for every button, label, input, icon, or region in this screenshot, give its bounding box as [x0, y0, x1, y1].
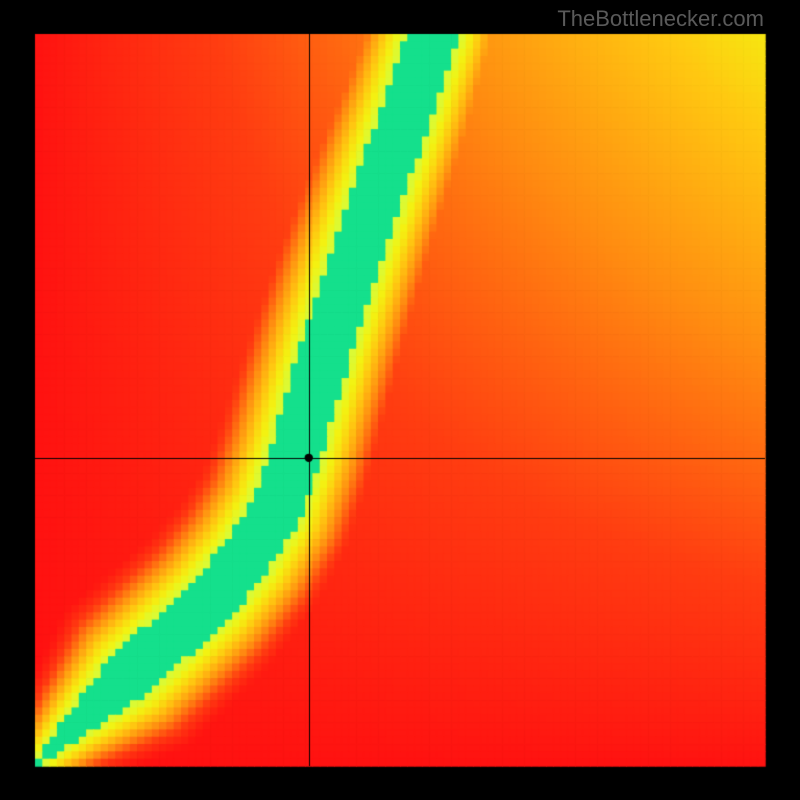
heatmap-canvas [0, 0, 800, 800]
watermark-text: TheBottlenecker.com [557, 6, 764, 32]
chart-container: TheBottlenecker.com [0, 0, 800, 800]
